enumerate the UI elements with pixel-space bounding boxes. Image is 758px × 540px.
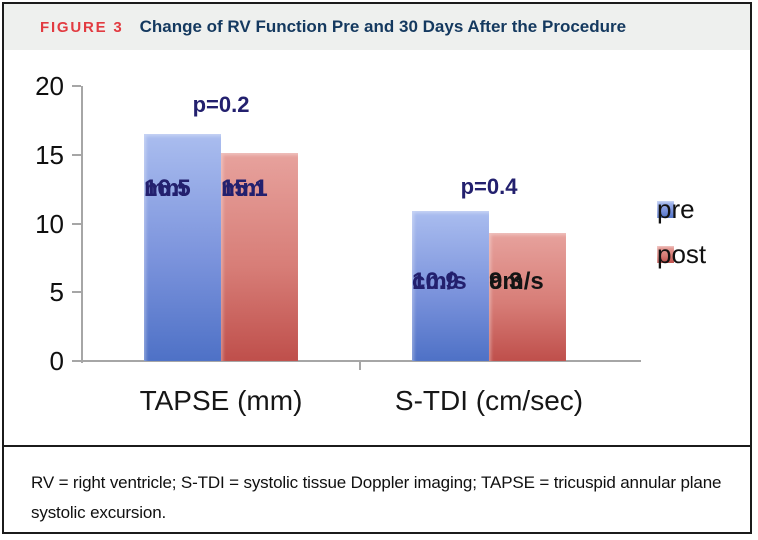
caption-divider [4,445,750,447]
p-value-annotation: p=0.2 [192,92,250,117]
figure-title: Change of RV Function Pre and 30 Days Af… [139,17,627,36]
y-tick-label: 20 [35,71,64,101]
y-tick-label: 15 [35,139,64,170]
figure-caption: RV = right ventricle; S-TDI = systolic t… [31,473,722,522]
y-tick [72,360,81,362]
legend-label-pre: pre [657,194,695,224]
x-category-label: S-TDI (cm/sec) [394,385,584,416]
x-axis [81,360,641,362]
bar-value-line: 15.1 [221,175,268,202]
y-tick [72,153,81,156]
y-tick [72,85,81,87]
y-tick-label: 5 [49,277,64,308]
y-axis [81,86,83,363]
bar-value-line: 10.9 [412,268,459,295]
p-value-annotation: p=0.4 [460,174,518,199]
bar-value-line: cm/s [489,268,544,295]
y-tick [72,222,81,225]
bar-value-line: mm [221,175,264,202]
y-tick-label: 0 [49,346,64,376]
legend-label-post: post [657,239,707,269]
bar-value-line: 16.5 [144,175,191,202]
legend-swatch-pre-icon [657,200,674,218]
figure-panel: FIGURE 3 Change of RV Function Pre and 3… [2,2,752,534]
figure-label: FIGURE 3 [40,18,124,36]
y-tick-label: 10 [35,208,64,239]
x-category-label: TAPSE (mm) [139,385,303,416]
bar-pre-0 [144,134,221,361]
bar-value-line: cm/s [412,268,467,295]
figure-header: FIGURE 3 Change of RV Function Pre and 3… [4,4,750,50]
bar-value-line: mm [144,175,187,202]
y-tick [72,291,81,294]
bar-post-1 [489,233,566,361]
bar-post-0 [221,153,298,361]
chart-area: pre post 0 5 10 15 20 16.5 mm 15.1 mm p=0.2 TAPSE … [4,50,754,445]
legend-swatch-post-icon [657,245,674,263]
x-mid-tick [359,361,361,370]
bar-pre-1 [412,211,489,361]
bar-value-line: 9.3 [489,268,523,295]
